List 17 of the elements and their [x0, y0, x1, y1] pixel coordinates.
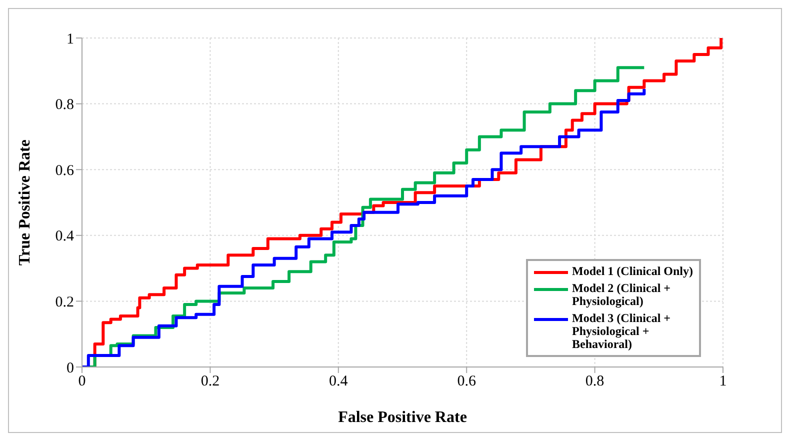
y-tick-label: 1 — [66, 31, 74, 48]
x-tick-label: 0.4 — [329, 374, 348, 390]
y-axis-title: True Positive Rate — [16, 140, 34, 266]
x-tick-label: 0.2 — [200, 374, 220, 390]
y-tick-label: 0.6 — [55, 162, 74, 179]
legend-label: Model 1 (Clinical Only) — [572, 264, 693, 278]
x-tick-label: 0 — [78, 374, 86, 390]
y-tick-label: 0 — [66, 360, 74, 376]
y-tick-label: 0.8 — [55, 97, 74, 114]
x-tick-label: 0.8 — [585, 374, 604, 390]
legend-label: Model 2 (Clinical + Physiological) — [572, 281, 672, 308]
x-axis-title: False Positive Rate — [338, 409, 467, 426]
y-tick-label: 0.4 — [55, 228, 74, 245]
x-tick-label: 1 — [719, 374, 727, 390]
y-tick-label: 0.2 — [55, 294, 74, 311]
x-tick-label: 0.6 — [457, 374, 476, 390]
legend-label: Model 3 (Clinical + Physiological + Behavioral) — [572, 311, 672, 351]
